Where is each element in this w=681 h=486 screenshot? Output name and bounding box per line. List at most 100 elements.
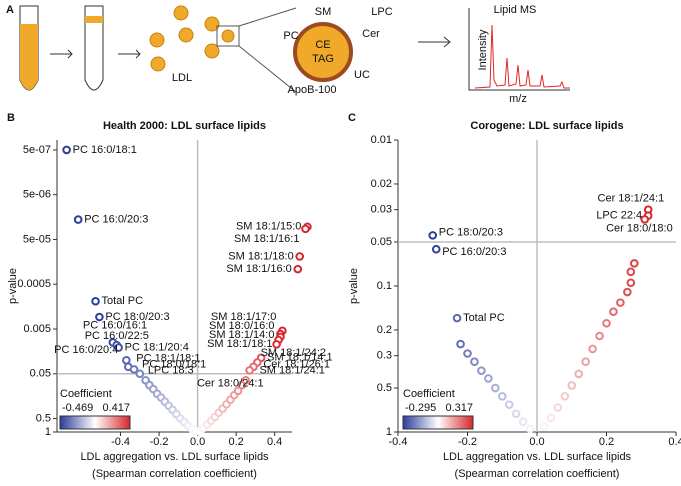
- data-point: [616, 298, 625, 307]
- data-point: [491, 383, 500, 393]
- point-label: SM 18:1/14:0: [209, 329, 274, 341]
- point-label: SM 18:0/16:0: [209, 320, 274, 332]
- membrane-label: LPC: [371, 6, 392, 18]
- chart-title: Corogene: LDL surface lipids: [470, 120, 623, 132]
- chart-title: Health 2000: LDL surface lipids: [103, 120, 266, 132]
- data-point: [301, 224, 310, 234]
- zoom-lines: [238, 7, 297, 93]
- colorbar-title: Coefficient: [403, 388, 455, 400]
- y-tick-label: 5e-06: [23, 189, 51, 201]
- protein-label: ApoB-100: [288, 84, 337, 96]
- x-tick-label: 0.0: [529, 436, 544, 448]
- y-tick-label: 0.02: [371, 178, 392, 190]
- panel-letter: A: [6, 4, 14, 16]
- data-point: [484, 374, 493, 383]
- point-label: SM 18:1/18:1: [207, 338, 272, 350]
- data-point: [525, 424, 535, 434]
- data-point: [553, 403, 563, 412]
- data-point: [539, 422, 549, 432]
- point-label: PC 18:0/20:3: [439, 226, 503, 238]
- core-label: TAG: [312, 53, 334, 65]
- point-label: Cer 18:1/24:1: [598, 193, 665, 205]
- point-label: SM 18:1/18:0: [228, 250, 293, 262]
- data-point: [129, 365, 139, 374]
- ms-axes: [468, 8, 570, 91]
- point-label: PC 18:1/20:4: [125, 341, 189, 353]
- data-point: [241, 376, 251, 385]
- ldl-label: LDL: [172, 72, 192, 84]
- membrane-label: UC: [354, 69, 370, 81]
- data-point: [95, 312, 104, 322]
- data-point: [293, 264, 303, 274]
- y-tick-label: 0.05: [371, 236, 392, 248]
- point-label: Total PC: [102, 295, 144, 307]
- data-point: [245, 366, 254, 375]
- colorbar-label: -0.469: [62, 402, 93, 414]
- y-tick-label: 0.005: [23, 323, 51, 335]
- x-axis-title: (Spearman correlation coefficient): [92, 468, 257, 480]
- data-point: [62, 145, 71, 155]
- point-label: Cer 18:0/18:0: [606, 222, 673, 234]
- colorbar: [402, 415, 474, 430]
- data-point: [470, 357, 479, 367]
- x-tick-label: 0.2: [599, 436, 614, 448]
- point-label: PC 18:1/18:1: [136, 353, 200, 365]
- point-label: PC 16:0/16:1: [83, 319, 147, 331]
- data-point: [452, 313, 462, 323]
- data-point: [626, 278, 636, 288]
- x-tick-label: 0.4: [668, 436, 681, 448]
- x-axis-title: LDL aggregation vs. LDL surface lipids: [443, 451, 632, 463]
- x-tick-label: -0.2: [150, 436, 169, 448]
- point-label: LPC 18:3: [148, 365, 194, 377]
- y-tick-label: 0.2: [377, 324, 392, 336]
- data-point: [546, 413, 556, 423]
- x-axis-title: LDL aggregation vs. LDL surface lipids: [80, 451, 269, 463]
- schematic: A LDL CE TAG SM LPC PC Cer UC ApoB-100 L…: [6, 4, 570, 105]
- data-point: [497, 392, 507, 401]
- data-point: [560, 392, 570, 401]
- data-point: [428, 231, 438, 240]
- point-label: SM 18:1/15:0: [236, 221, 301, 233]
- x-axis-title: (Spearman correlation coefficient): [455, 468, 620, 480]
- panel-letter: B: [7, 112, 15, 124]
- arrow: [118, 49, 141, 59]
- colorbar-label: -0.295: [405, 402, 436, 414]
- data-point: [574, 369, 584, 379]
- y-tick-label: 0.3: [377, 350, 392, 362]
- y-tick-label: 0.03: [371, 204, 392, 216]
- point-label: SM 18:1/24:2: [261, 347, 326, 359]
- y-tick-label: 5e-05: [23, 233, 51, 245]
- data-point: [233, 386, 243, 396]
- data-point: [626, 267, 636, 277]
- membrane-label: SM: [315, 6, 332, 18]
- data-point: [135, 369, 145, 379]
- ms-spectrum: [474, 24, 570, 89]
- panel: B Health 2000: LDL surface lipids p-value L…: [7, 112, 333, 480]
- ms-ylabel: Intensity: [477, 29, 489, 70]
- data-point: [602, 318, 611, 328]
- data-point: [623, 287, 632, 297]
- data-point: [609, 307, 618, 317]
- y-tick-label: 0.05: [30, 368, 51, 380]
- point-label: SM 18:1/24:1: [259, 365, 324, 377]
- y-tick-label: 0.5: [36, 412, 51, 424]
- point-label: SM 18:1/16:1: [234, 233, 299, 245]
- data-point: [463, 349, 472, 358]
- ldl-particles: [149, 5, 235, 72]
- tube-fill: [20, 24, 38, 90]
- ldl-particle: [293, 22, 353, 82]
- point-label: SM 18:1/17:0: [211, 311, 276, 323]
- ms-title: Lipid MS: [494, 4, 537, 16]
- data-point: [73, 215, 83, 224]
- colorbar-label: 0.417: [102, 402, 130, 414]
- point-label: LPC 22:4: [596, 210, 642, 222]
- data-point: [272, 340, 281, 349]
- data-point: [91, 296, 100, 306]
- tube-band: [85, 16, 103, 23]
- data-point: [431, 244, 441, 254]
- panel: C Corogene: LDL surface lipids p-value LDL …: [348, 112, 681, 480]
- data-point: [567, 381, 577, 390]
- data-point: [630, 259, 639, 268]
- data-point: [456, 339, 465, 349]
- y-tick-label: 0.0005: [17, 278, 51, 290]
